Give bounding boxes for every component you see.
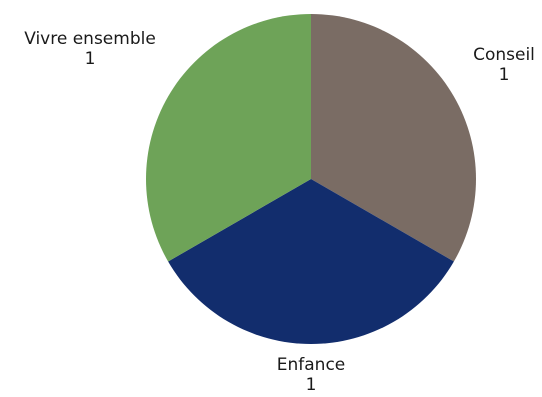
slice-label-vivre-ensemble: Vivre ensemble <box>24 29 156 49</box>
pie-slices <box>146 14 476 344</box>
slice-value-enfance: 1 <box>306 375 317 395</box>
slice-label-conseil: Conseil <box>473 45 535 65</box>
pie-slice-conseil <box>311 14 476 262</box>
slice-value-conseil: 1 <box>499 65 510 85</box>
pie-slice-enfance <box>168 179 454 344</box>
slice-label-enfance: Enfance <box>277 355 346 375</box>
pie-slice-vivre-ensemble <box>146 14 311 262</box>
slice-value-vivre-ensemble: 1 <box>85 49 96 69</box>
